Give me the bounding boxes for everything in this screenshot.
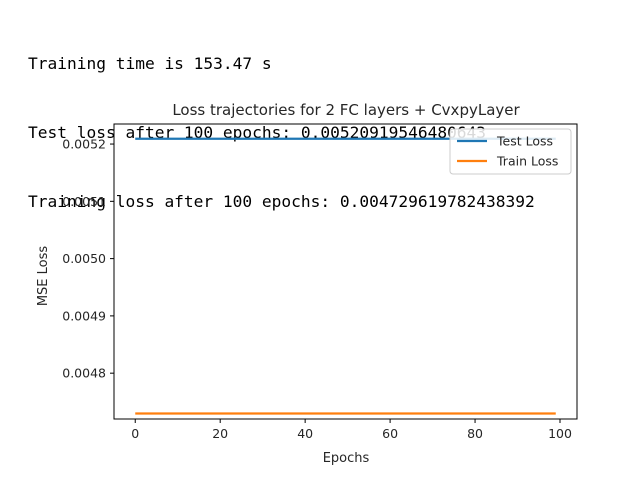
- test-loss-line: Test loss after 100 epochs: 0.0052091954…: [28, 123, 487, 142]
- x-tick-label: 100: [548, 426, 572, 441]
- x-tick-label: 60: [382, 426, 398, 441]
- y-tick-label: 0.0049: [62, 308, 106, 323]
- axes-frame: [113, 123, 578, 420]
- plot-area: 0 20 40 60 80 100 0.0048 0.0049 0.0050 0.0051 0.00…: [62, 123, 578, 441]
- training-time-line: Training time is 153.47 s: [28, 54, 272, 73]
- y-tick-label: 0.0051: [62, 194, 106, 209]
- y-tick-label: 0.0052: [62, 137, 106, 152]
- y-tick-label: 0.0048: [62, 366, 106, 381]
- chart-title: Loss trajectories for 2 FC layers + Cvxp…: [172, 101, 520, 119]
- legend-label-train-loss: Train Loss: [496, 154, 558, 169]
- x-tick-label: 20: [212, 426, 228, 441]
- legend-label-test-loss: Test Loss: [496, 134, 553, 149]
- x-tick-label: 40: [297, 426, 313, 441]
- console-output: Training time is 153.47 s Test loss afte…: [28, 6, 535, 236]
- x-tick-label: 0: [131, 426, 139, 441]
- x-tick-label: 80: [467, 426, 483, 441]
- x-axis-label: Epochs: [323, 451, 370, 466]
- y-tick-label: 0.0050: [62, 251, 106, 266]
- y-axis-label: MSE Loss: [36, 246, 51, 307]
- training-loss-line: Training loss after 100 epochs: 0.004729…: [28, 192, 535, 211]
